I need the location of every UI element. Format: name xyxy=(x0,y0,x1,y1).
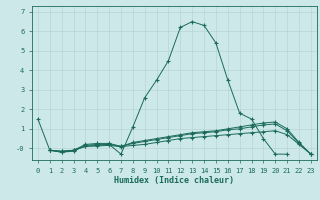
X-axis label: Humidex (Indice chaleur): Humidex (Indice chaleur) xyxy=(115,176,234,185)
